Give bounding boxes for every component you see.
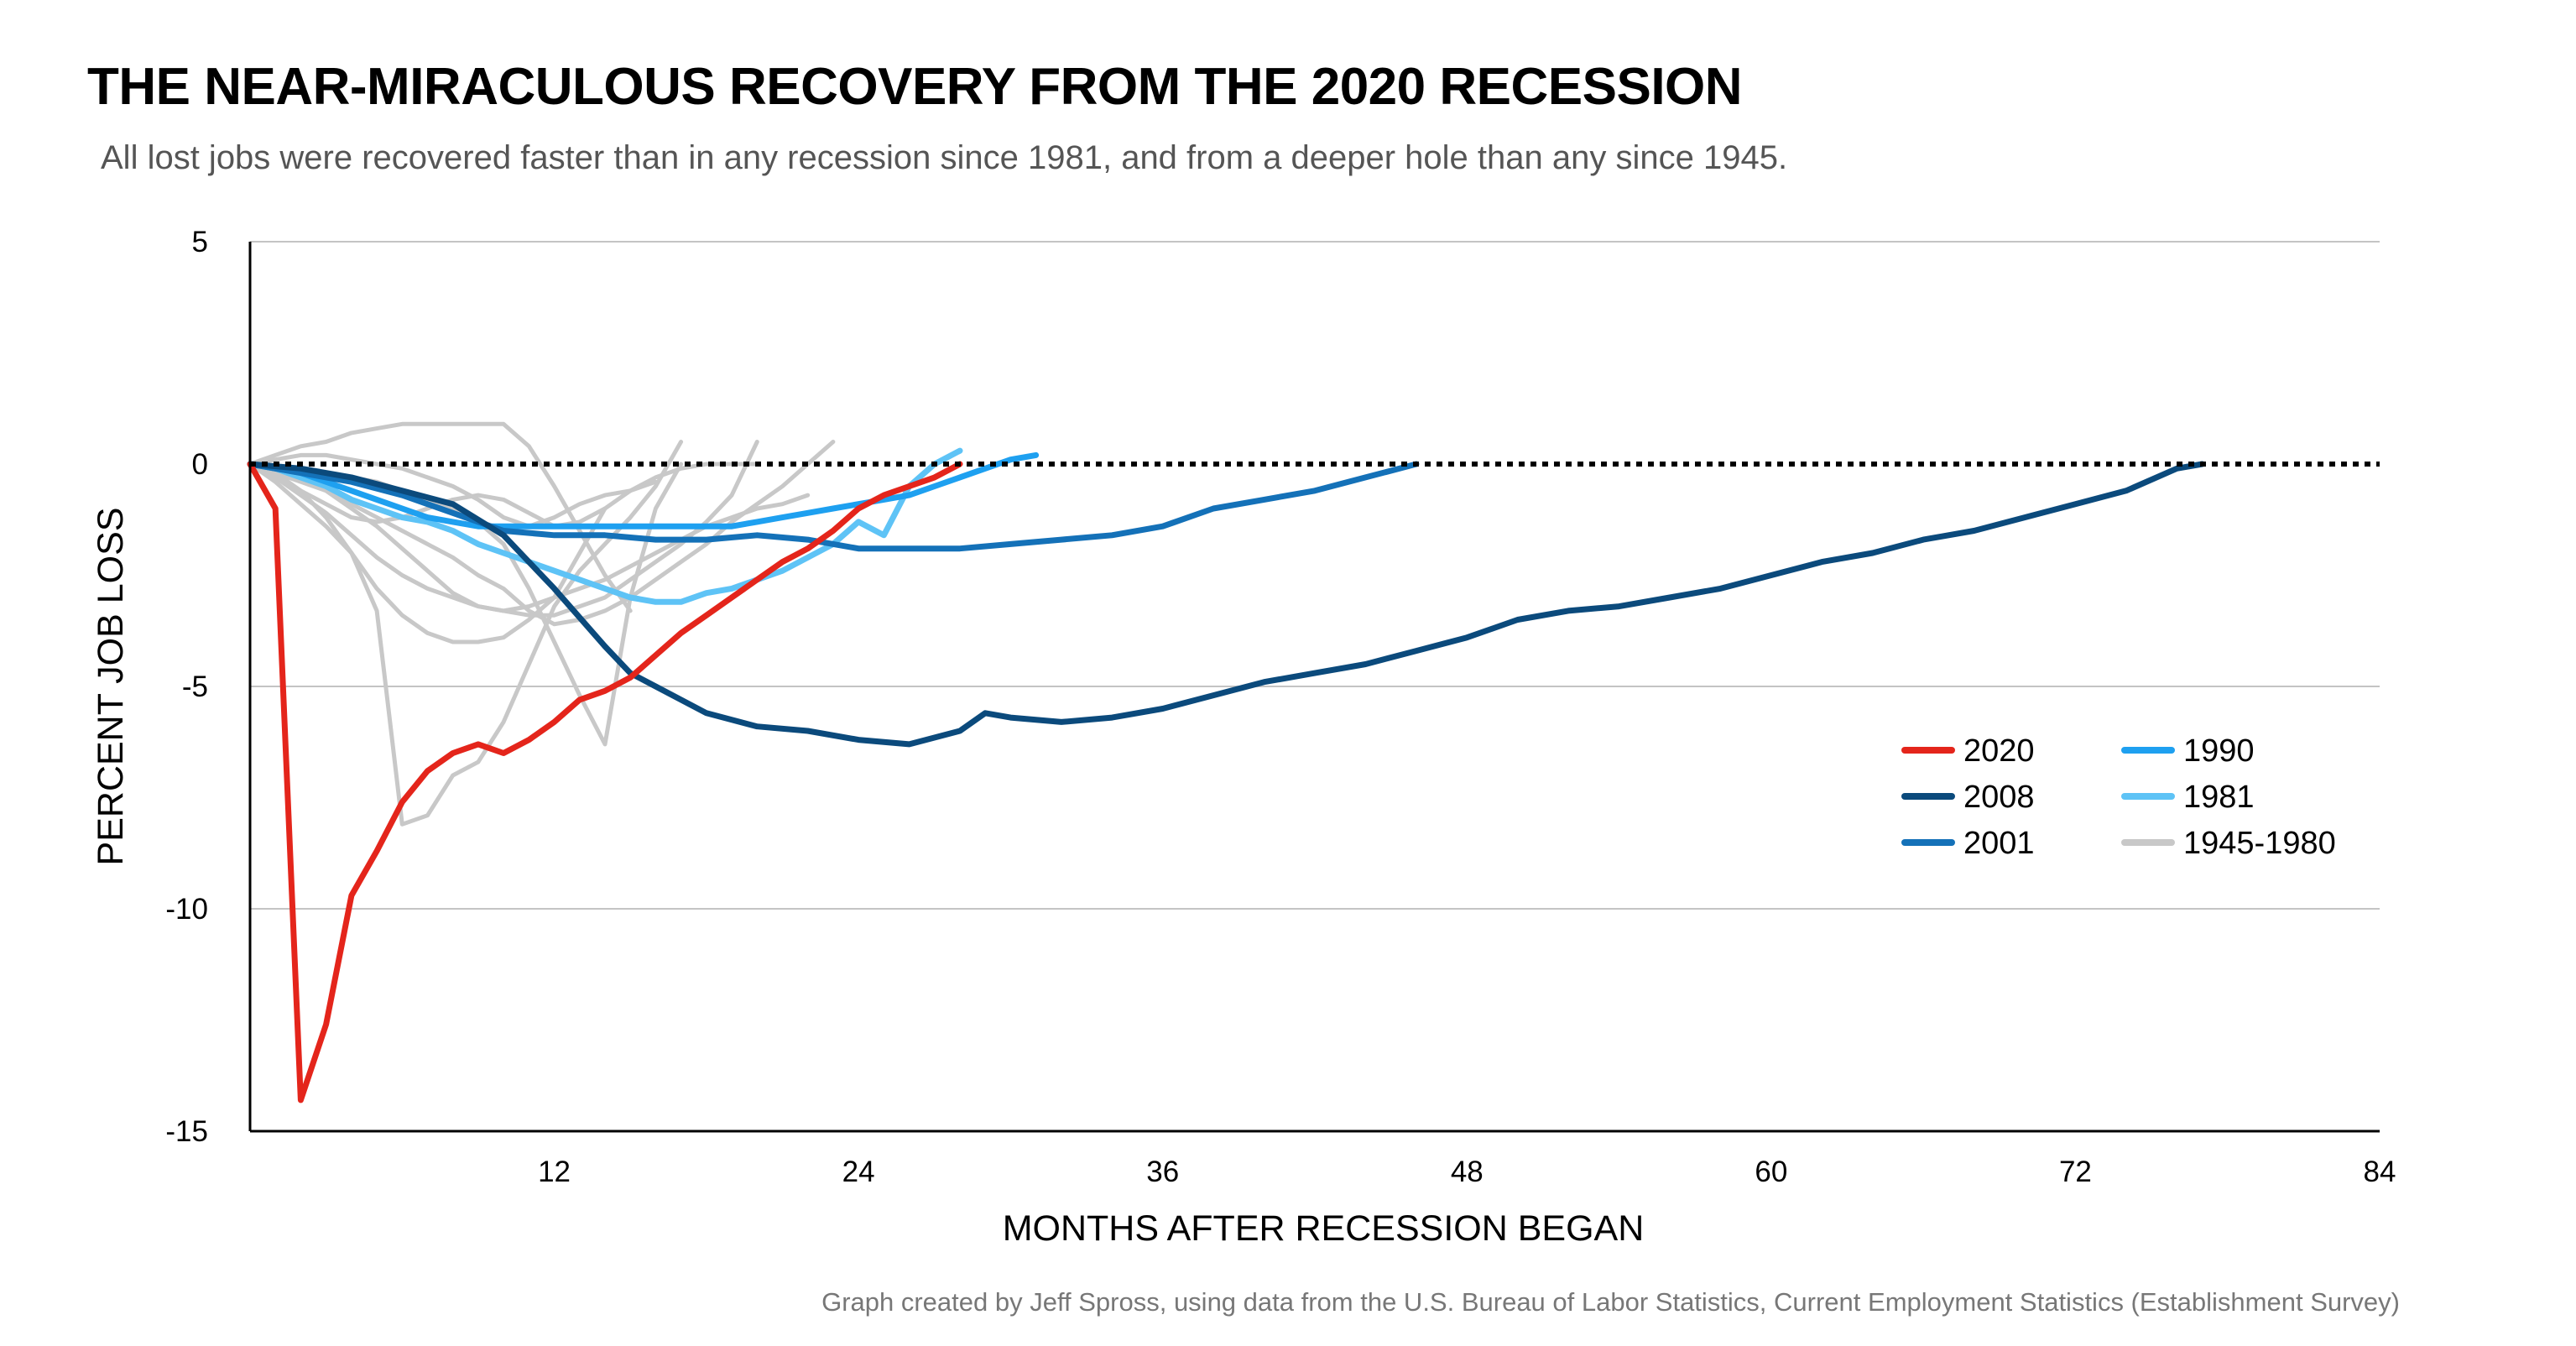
series-lines [247,421,2205,1103]
series-line-1945-1980 [248,462,759,529]
x-tick-label: 72 [2059,1156,2092,1188]
gridlines [250,241,2380,910]
axes: 5 0 -5 -10 -15 12 24 36 48 60 72 84 MONTHS AFTER REC… [91,226,2396,1249]
legend-label: 2001 [1963,826,2035,861]
y-tick-label: -10 [165,893,208,926]
series-line-1990 [247,451,1040,530]
series-line-1981 [247,447,963,605]
legend: 2020 2008 2001 1990 1981 1945-1980 [1901,733,2336,861]
series-line-2001 [247,461,1420,552]
x-tick-label: 48 [1451,1156,1484,1188]
x-tick-label: 84 [2364,1156,2396,1188]
y-tick-label: -15 [165,1115,208,1148]
source-credit: Graph created by Jeff Spross, using data… [821,1287,2400,1317]
series-line-1945-1980 [248,440,684,827]
x-tick-label: 36 [1146,1156,1179,1188]
x-axis-title: MONTHS AFTER RECESSION BEGAN [1003,1208,1645,1249]
chart-subtitle: All lost jobs were recovered faster than… [101,139,1788,176]
x-tick-label: 24 [842,1156,875,1188]
y-tick-label: -5 [182,670,208,703]
legend-label: 1945-1980 [2183,826,2336,861]
y-tick-label: 0 [192,448,208,481]
y-tick-label: 5 [192,226,208,258]
x-tick-label: 60 [1755,1156,1787,1188]
legend-label: 2020 [1963,733,2035,769]
series-line-2020 [247,461,963,1103]
x-tick-label: 12 [538,1156,571,1188]
series-line-1945-1980 [248,452,658,529]
legend-label: 1981 [2183,780,2255,815]
legend-label: 1990 [2183,733,2255,769]
series-line-1945-1980 [248,462,811,613]
chart-title: THE NEAR-MIRACULOUS RECOVERY FROM THE 20… [87,58,1743,116]
series-line-2008 [247,461,2205,748]
legend-label: 2008 [1963,780,2035,815]
y-axis-title: PERCENT JOB LOSS [91,508,131,866]
